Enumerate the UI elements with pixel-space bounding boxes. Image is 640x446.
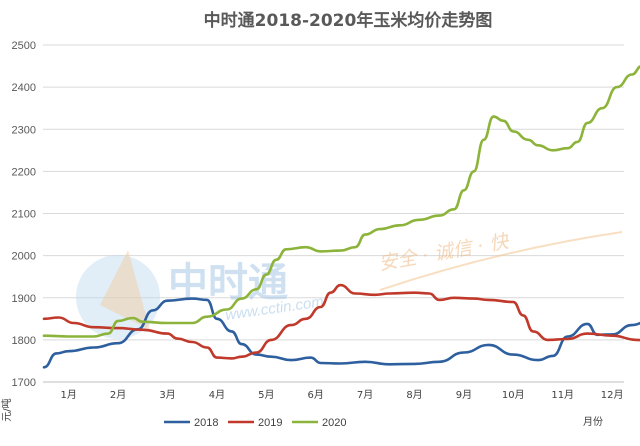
y-axis-label: 元/吨 bbox=[0, 398, 13, 421]
x-tick-label: 5月 bbox=[258, 389, 274, 401]
x-tick-label: 8月 bbox=[406, 389, 422, 401]
x-tick-label: 12月 bbox=[601, 389, 624, 401]
x-tick-label: 6月 bbox=[308, 389, 324, 401]
y-tick-label: 1800 bbox=[12, 335, 36, 347]
x-tick-label: 2月 bbox=[110, 389, 126, 401]
x-tick-label: 4月 bbox=[209, 389, 225, 401]
x-tick-label: 1月 bbox=[61, 389, 77, 401]
x-tick-label: 3月 bbox=[159, 389, 175, 401]
y-tick-label: 2200 bbox=[12, 166, 36, 178]
gridlines bbox=[43, 44, 624, 341]
watermark-flame-icon bbox=[100, 250, 150, 330]
chart-title: 中时通2018-2020年玉米均价走势图 bbox=[204, 10, 493, 31]
series-lines bbox=[42, 65, 640, 369]
y-tick-label: 2300 bbox=[12, 124, 36, 136]
legend-label-2019: 2019 bbox=[258, 417, 282, 429]
y-tick-label: 2000 bbox=[12, 251, 36, 263]
x-tick-label: 11月 bbox=[551, 389, 574, 401]
legend-label-2018: 2018 bbox=[194, 417, 218, 429]
x-tick-label: 7月 bbox=[357, 389, 373, 401]
y-tick-label: 1700 bbox=[12, 377, 36, 389]
legend: 2018 2019 2020 bbox=[164, 417, 346, 429]
watermark-swoosh bbox=[379, 231, 623, 291]
series-line-2020 bbox=[42, 65, 640, 338]
series-line-2019 bbox=[42, 283, 640, 360]
series-line-2018 bbox=[42, 297, 640, 369]
x-axis-ticks: 1月 2月 3月 4月 5月 6月 7月 8月 9月 10月 11月 12月 bbox=[61, 389, 624, 401]
y-axis-ticks: 1700 1800 1900 2000 2100 2200 2300 2400 2500 bbox=[12, 40, 36, 389]
y-tick-label: 2500 bbox=[12, 40, 36, 52]
y-tick-label: 2400 bbox=[12, 82, 36, 94]
legend-label-2020: 2020 bbox=[322, 417, 346, 429]
x-tick-label: 9月 bbox=[456, 389, 472, 401]
x-tick-label: 10月 bbox=[502, 389, 525, 401]
x-axis-label: 月份 bbox=[583, 416, 603, 428]
y-tick-label: 1900 bbox=[12, 293, 36, 305]
watermark-globe-icon bbox=[76, 255, 160, 339]
y-tick-label: 2100 bbox=[12, 209, 36, 221]
